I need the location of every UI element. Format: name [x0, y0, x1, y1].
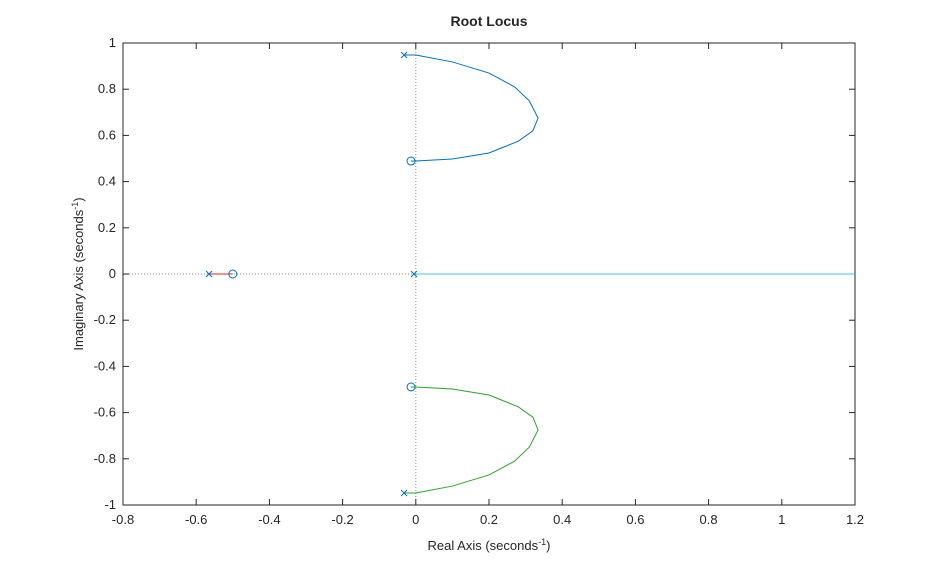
y-tick-label: 1 — [109, 35, 116, 50]
x-tick-label: 0.2 — [480, 512, 498, 527]
y-axis-label: Imaginary Axis (seconds-1) — [70, 197, 86, 350]
x-tick-label: -0.6 — [185, 512, 207, 527]
x-tick-label: 0.6 — [626, 512, 644, 527]
chart-title: Root Locus — [451, 13, 528, 29]
y-tick-label: 0.6 — [98, 127, 116, 142]
y-tick-label: -0.8 — [94, 451, 116, 466]
y-tick-label: -0.4 — [94, 358, 116, 373]
x-tick-label: -0.8 — [112, 512, 134, 527]
x-axis-label: Real Axis (seconds-1) — [428, 537, 551, 553]
x-tick-label: 1.2 — [846, 512, 864, 527]
y-tick-label: 0 — [109, 266, 116, 281]
pole-marker — [400, 51, 408, 59]
x-tick-label: 0 — [412, 512, 419, 527]
x-tick-label: -0.2 — [331, 512, 353, 527]
locus-branch — [404, 386, 539, 494]
y-tick-label: 0.4 — [98, 174, 116, 189]
y-label-text: Imaginary Axis (seconds — [71, 209, 86, 350]
pole-marker — [205, 270, 213, 278]
y-tick-label: -0.6 — [94, 405, 116, 420]
y-label-sup: -1 — [70, 202, 80, 210]
y-tick-label: -1 — [104, 497, 116, 512]
locus-branch — [404, 54, 539, 162]
x-tick-label: -0.4 — [258, 512, 280, 527]
pole-marker — [410, 270, 418, 278]
x-label-sup: -1 — [538, 537, 546, 547]
y-tick-label: 0.8 — [98, 81, 116, 96]
zero-marker — [406, 382, 416, 392]
x-label-text: Real Axis (seconds — [428, 538, 539, 553]
x-label-end: ) — [546, 538, 550, 553]
x-tick-label: 0.4 — [553, 512, 571, 527]
y-label-end: ) — [71, 197, 86, 201]
x-tick-label: 1 — [778, 512, 785, 527]
x-tick-label: 0.8 — [700, 512, 718, 527]
zero-marker — [228, 269, 238, 279]
y-tick-label: 0.2 — [98, 220, 116, 235]
y-tick-label: -0.2 — [94, 312, 116, 327]
pole-marker — [400, 489, 408, 497]
zero-marker — [406, 156, 416, 166]
